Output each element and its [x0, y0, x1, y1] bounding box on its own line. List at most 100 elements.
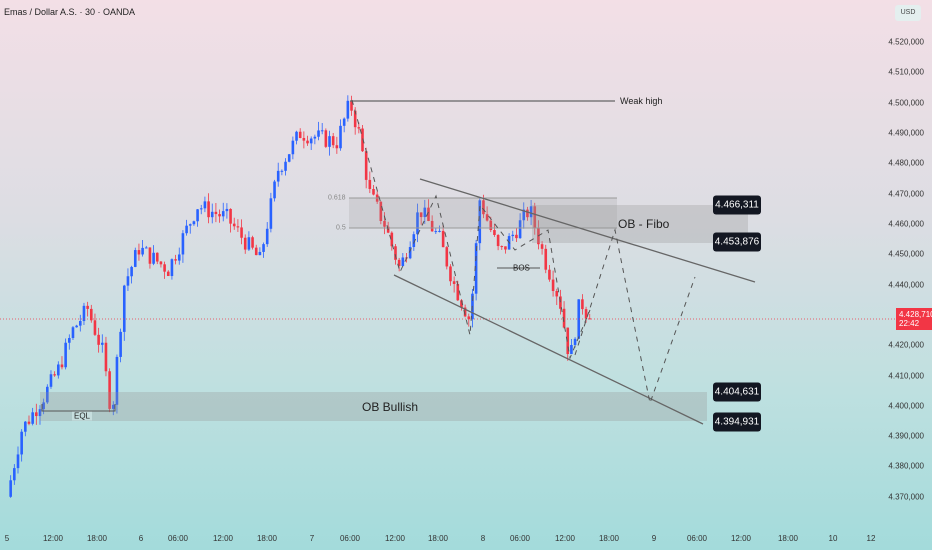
candle-body — [130, 266, 133, 277]
time-tick-label: 18:00 — [427, 534, 449, 543]
price-tick-label: 4.480,000 — [888, 158, 924, 168]
candle-body — [331, 136, 335, 146]
candle-body — [287, 154, 291, 162]
candle-body — [478, 200, 482, 244]
ob-bullish-zone — [40, 392, 707, 421]
price-tick-label: 4.410,000 — [888, 371, 924, 381]
candle-body — [573, 338, 577, 345]
price-tick-label: 4.460,000 — [888, 219, 924, 229]
candle-body — [298, 131, 302, 138]
price-tick-label: 4.490,000 — [888, 128, 924, 138]
candle-body — [518, 220, 522, 239]
dashed-path-projection — [574, 228, 696, 405]
candle-body — [522, 209, 526, 221]
candle-body — [240, 227, 243, 238]
candles — [9, 95, 592, 498]
fib-618-label: 0.618 — [328, 194, 346, 202]
candle-body — [570, 344, 573, 355]
candle-body — [364, 151, 368, 180]
candle-body — [350, 100, 353, 111]
candle-body — [269, 198, 273, 229]
candle-body — [551, 279, 555, 292]
candle-body — [35, 412, 38, 417]
candle-body — [273, 181, 276, 199]
candle-body — [185, 225, 188, 234]
candle-body — [460, 300, 463, 308]
price-axis[interactable]: 4.520,000 4.510,000 4.500,000 4.490,000 4.48… — [864, 0, 932, 550]
price-tick-label: 4.470,000 — [888, 189, 924, 199]
candle-body — [324, 130, 328, 147]
candle-body — [210, 211, 214, 218]
time-tick-label: 10 — [828, 534, 838, 543]
candle-body — [302, 137, 306, 141]
candle-body — [335, 145, 339, 149]
candle-body — [236, 226, 240, 228]
time-tick-label: 18:00 — [256, 534, 278, 543]
candle-body — [97, 334, 100, 345]
candle-body — [416, 212, 419, 235]
candle-body — [258, 251, 262, 256]
price-tick-label: 4.450,000 — [888, 249, 924, 259]
price-tag-ob-bullish-high: 4.404,631 — [713, 382, 761, 402]
candle-body — [133, 250, 137, 267]
candle-body — [463, 307, 467, 317]
candle-body — [155, 252, 159, 262]
candle-body — [166, 271, 170, 277]
candle-body — [526, 209, 529, 218]
eql-line — [41, 404, 116, 412]
candle-body — [555, 291, 559, 297]
candle-body — [394, 246, 397, 260]
time-tick-label: 12:00 — [554, 534, 576, 543]
candle-body — [500, 246, 504, 248]
candle-body — [57, 364, 60, 376]
candle-body — [306, 140, 309, 144]
candle-body — [93, 320, 97, 335]
candle-body — [485, 214, 489, 221]
candle-body — [493, 230, 496, 235]
candle-body — [419, 212, 423, 218]
candle-body — [254, 247, 258, 256]
time-tick-label: 6 — [138, 534, 144, 543]
candle-body — [27, 421, 31, 424]
candle-body — [295, 131, 298, 141]
candle-body — [188, 224, 192, 226]
channel-upper-line — [419, 178, 756, 283]
candle-body — [529, 206, 533, 218]
candle-body — [247, 237, 251, 250]
candle-body — [379, 201, 383, 222]
candle-body — [170, 259, 174, 277]
candle-body — [232, 223, 236, 227]
currency-button[interactable]: USD — [895, 5, 921, 21]
candle-body — [218, 214, 221, 217]
candle-body — [148, 247, 152, 264]
candle-body — [141, 247, 144, 255]
price-tag-ob-bullish-low: 4.394,931 — [713, 412, 761, 432]
candle-body — [243, 237, 247, 250]
price-tag-ob-fibo-high: 4.466,311 — [713, 195, 761, 215]
candle-body — [126, 276, 130, 286]
candle-body — [577, 299, 581, 339]
candle-body — [346, 100, 350, 119]
eql-label: EQL — [72, 411, 93, 421]
candle-body — [474, 243, 478, 294]
time-tick-label: 7 — [309, 534, 315, 543]
candle-body — [339, 125, 342, 149]
candle-body — [456, 283, 460, 301]
candle-body — [562, 308, 566, 328]
time-tick-label: 06:00 — [167, 534, 189, 543]
candle-body — [566, 327, 570, 355]
time-tick-label: 18:00 — [777, 534, 799, 543]
candle-body — [544, 248, 548, 270]
candle-body — [434, 231, 438, 233]
time-tick-label: 06:00 — [509, 534, 531, 543]
price-tick-label: 4.440,000 — [888, 280, 924, 290]
candle-body — [108, 371, 111, 409]
candle-body — [401, 257, 405, 266]
candle-body — [159, 261, 163, 265]
candle-body — [86, 305, 89, 309]
candle-body — [75, 325, 78, 328]
candle-body — [265, 228, 269, 245]
candle-body — [203, 201, 207, 209]
candle-body — [353, 110, 357, 128]
